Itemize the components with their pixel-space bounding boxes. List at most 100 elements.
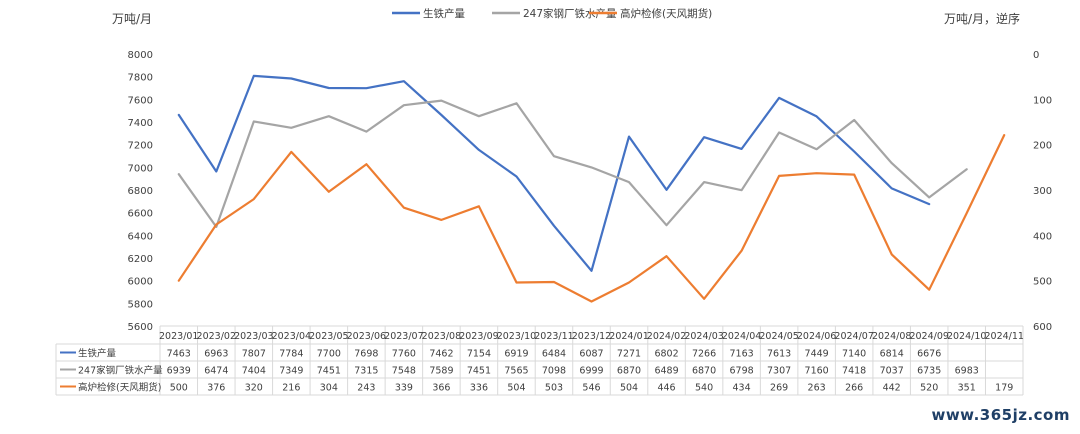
data-value-label: 7700: [317, 349, 341, 360]
data-value-label: 7163: [729, 349, 753, 360]
right-tick-label: 200: [1033, 141, 1052, 152]
data-value-label: 540: [695, 383, 713, 394]
data-value-label: 243: [357, 383, 375, 394]
data-value-label: 7449: [805, 349, 829, 360]
data-value-label: 504: [507, 383, 525, 394]
data-value-label: 320: [245, 383, 263, 394]
watermark: www.365jz.com: [931, 406, 1070, 424]
data-value-label: 304: [320, 383, 338, 394]
category-label: 2024/04: [722, 331, 761, 342]
data-value-label: 7548: [392, 366, 416, 377]
data-value-label: 7098: [542, 366, 566, 377]
left-tick-label: 6600: [128, 209, 153, 220]
data-value-label: 6087: [579, 349, 603, 360]
data-value-label: 7307: [767, 366, 791, 377]
data-value-label: 7784: [279, 349, 303, 360]
data-value-label: 6798: [729, 366, 753, 377]
series-line: [177, 74, 931, 272]
category-label: 2024/05: [759, 331, 798, 342]
data-value-label: 7266: [692, 349, 716, 360]
data-value-label: 7589: [429, 366, 453, 377]
data-value-label: 6983: [955, 366, 979, 377]
category-label: 2023/07: [384, 331, 423, 342]
data-value-label: 520: [920, 383, 938, 394]
data-value-label: 7160: [805, 366, 829, 377]
category-label: 2023/03: [234, 331, 273, 342]
data-value-label: 7462: [429, 349, 453, 360]
data-value-label: 504: [620, 383, 638, 394]
data-value-label: 6919: [504, 349, 528, 360]
data-value-label: 7140: [842, 349, 866, 360]
right-tick-label: 300: [1033, 186, 1052, 197]
data-value-label: 6474: [204, 366, 228, 377]
data-value-label: 503: [545, 383, 563, 394]
left-tick-label: 7400: [128, 118, 153, 129]
data-value-label: 434: [733, 383, 751, 394]
table-series-label: 高炉检修(天风期货): [78, 382, 161, 394]
category-label: 2024/09: [909, 331, 948, 342]
data-value-label: 6870: [617, 366, 641, 377]
data-value-label: 7451: [317, 366, 341, 377]
category-label: 2023/01: [159, 331, 198, 342]
data-value-label: 339: [395, 383, 413, 394]
category-label: 2024/08: [872, 331, 911, 342]
data-value-label: 7271: [617, 349, 641, 360]
right-tick-label: 100: [1033, 95, 1052, 106]
data-value-label: 216: [282, 383, 300, 394]
data-value-label: 6870: [692, 366, 716, 377]
data-value-label: 7760: [392, 349, 416, 360]
category-label: 2024/10: [947, 331, 986, 342]
data-value-label: 500: [170, 383, 188, 394]
category-label: 2023/09: [459, 331, 498, 342]
data-value-label: 376: [207, 383, 225, 394]
data-value-label: 336: [470, 383, 488, 394]
data-value-label: 6963: [204, 349, 228, 360]
data-value-label: 446: [657, 383, 675, 394]
data-value-label: 442: [883, 383, 901, 394]
legend-label: 生铁产量: [423, 7, 465, 20]
category-label: 2023/12: [572, 331, 611, 342]
data-value-label: 6484: [542, 349, 566, 360]
category-label: 2024/03: [684, 331, 723, 342]
data-value-label: 7463: [167, 349, 191, 360]
category-label: 2023/06: [347, 331, 386, 342]
data-value-label: 6735: [917, 366, 941, 377]
left-tick-label: 7600: [128, 95, 153, 106]
right-tick-label: 400: [1033, 231, 1052, 242]
category-label: 2024/02: [647, 331, 686, 342]
category-label: 2023/05: [309, 331, 348, 342]
category-label: 2023/08: [422, 331, 461, 342]
left-tick-label: 7200: [128, 141, 153, 152]
data-value-label: 7349: [279, 366, 303, 377]
category-label: 2023/11: [534, 331, 573, 342]
data-value-label: 366: [432, 383, 450, 394]
table-series-label: 247家钢厂铁水产量: [78, 365, 163, 377]
data-value-label: 6802: [654, 349, 678, 360]
data-value-label: 6676: [917, 349, 941, 360]
category-label: 2024/06: [797, 331, 836, 342]
data-value-label: 6489: [654, 366, 678, 377]
left-tick-label: 8000: [128, 50, 153, 61]
data-value-label: 7037: [880, 366, 904, 377]
category-label: 2024/11: [985, 331, 1024, 342]
data-value-label: 6814: [880, 349, 904, 360]
category-label: 2023/02: [197, 331, 236, 342]
category-label: 2023/10: [497, 331, 536, 342]
left-tick-label: 7000: [128, 163, 153, 174]
data-value-label: 6999: [579, 366, 603, 377]
data-value-label: 7698: [354, 349, 378, 360]
category-label: 2024/01: [609, 331, 648, 342]
data-value-label: 179: [995, 383, 1013, 394]
left-tick-label: 6200: [128, 254, 153, 265]
left-tick-label: 6000: [128, 277, 153, 288]
data-value-label: 7565: [504, 366, 528, 377]
legend-label: 高炉检修(天风期货): [620, 7, 712, 20]
left-tick-label: 6400: [128, 231, 153, 242]
data-value-label: 7613: [767, 349, 791, 360]
data-value-label: 546: [582, 383, 600, 394]
left-tick-label: 6800: [128, 186, 153, 197]
data-value-label: 7451: [467, 366, 491, 377]
data-value-label: 7404: [242, 366, 266, 377]
